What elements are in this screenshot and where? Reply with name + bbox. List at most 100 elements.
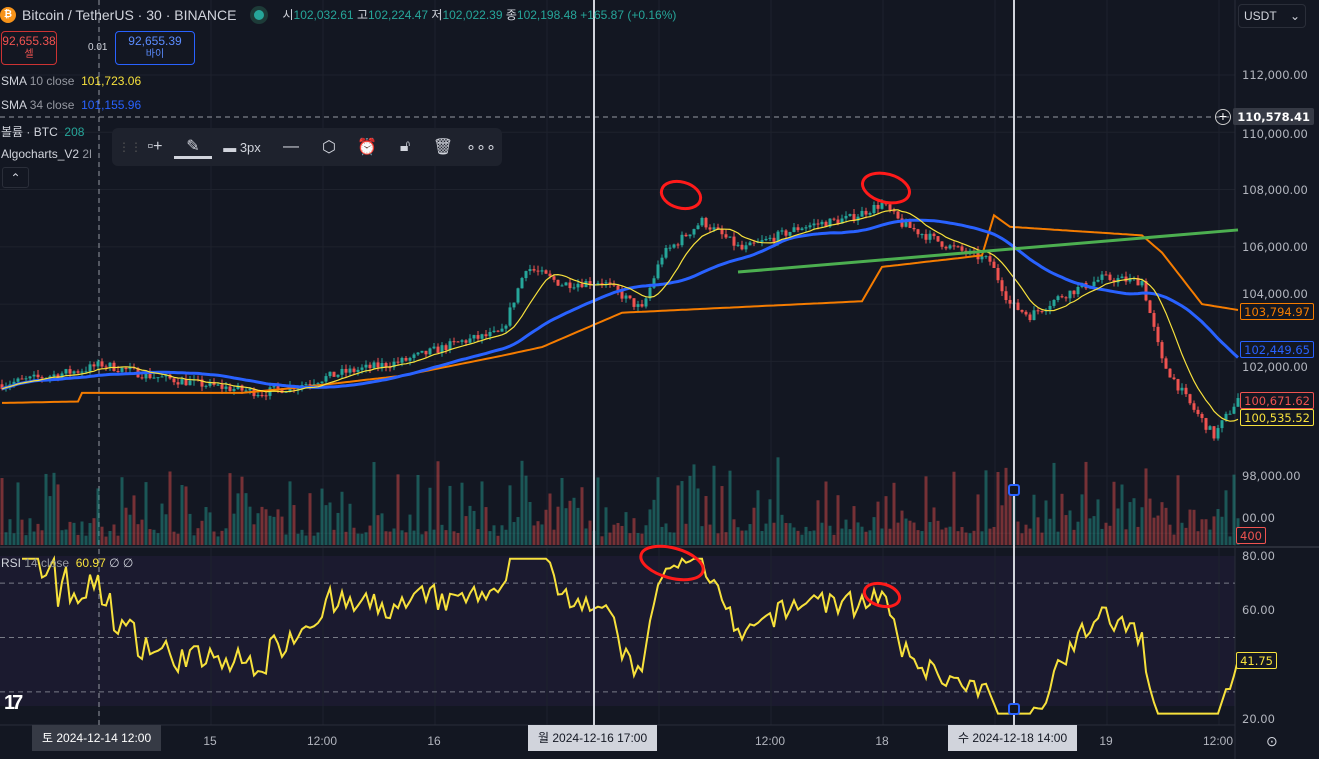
volume-bar (852, 506, 856, 545)
visibility-icons[interactable]: ∅ ∅ (109, 556, 134, 570)
bitcoin-logo-icon: ₿ (0, 6, 16, 23)
rsi-tick: 80.00 (1242, 549, 1275, 563)
candle-body (244, 390, 248, 392)
volume-bar (1016, 521, 1020, 545)
candle-body (140, 377, 144, 379)
candle-body (952, 245, 956, 247)
candle-body (352, 368, 356, 372)
volume-bar (716, 533, 720, 545)
volume-bar (468, 505, 472, 545)
collapse-legend-button[interactable]: ⌃ (2, 167, 29, 188)
candle-body (404, 357, 408, 361)
drag-handle-icon[interactable]: ⋮⋮ (118, 140, 142, 154)
line-width-button[interactable]: ▬ 3px (223, 139, 261, 155)
candle-body (236, 385, 240, 389)
candle-body (116, 370, 120, 372)
candle-body (380, 363, 384, 368)
sell-button[interactable]: 92,655.38 셀 (1, 31, 57, 65)
alert-icon[interactable]: ⏰ (357, 139, 377, 156)
more-icon[interactable]: ∘∘∘ (465, 139, 497, 156)
candle-body (640, 304, 644, 307)
currency-value: USDT (1244, 9, 1277, 23)
volume-bar (200, 520, 204, 545)
candle-body (496, 330, 500, 332)
legend-sma34[interactable]: SMA 34 close 101,155.96 (1, 98, 141, 112)
candle-body (948, 245, 952, 249)
add-plus-icon[interactable]: + (1215, 109, 1231, 125)
symbol-title[interactable]: Bitcoin / TetherUS · 30 · BINANCE (22, 6, 237, 23)
pencil-icon[interactable]: ✎ (174, 136, 212, 159)
candle-body (560, 285, 564, 287)
legend-algocharts[interactable]: Algocharts_V2 2l (1, 147, 92, 161)
candle-body (928, 233, 932, 240)
currency-select[interactable]: USDT ⌄ (1238, 4, 1306, 28)
candle-body (556, 279, 560, 286)
volume-bar (940, 529, 944, 545)
legend-volume[interactable]: 볼륨 · BTC 208 (1, 123, 84, 140)
candle-body (868, 213, 872, 215)
volume-bar (1028, 528, 1032, 545)
candle-body (692, 229, 696, 235)
volume-bar (724, 532, 728, 545)
settings-hexagon-icon[interactable]: ⬡ (322, 139, 336, 156)
volume-bar (40, 530, 44, 545)
volume-bar (1184, 527, 1188, 545)
price-tick: 104,000.00 (1242, 287, 1308, 301)
volume-bar (364, 532, 368, 545)
candle-body (616, 285, 620, 291)
candle-body (760, 240, 764, 242)
sma34-line (1, 218, 1240, 391)
volume-bar (140, 519, 144, 545)
volume-bar (780, 514, 784, 545)
candle-body (820, 221, 824, 225)
candle-body (1064, 297, 1068, 299)
candle-body (312, 384, 316, 386)
unlock-icon[interactable]: 🔓︎ (399, 138, 411, 155)
legend-rsi[interactable]: RSI 14 close 60.97 ∅ ∅ (1, 556, 133, 570)
volume-bar (764, 523, 768, 545)
volume-bar (1160, 502, 1164, 545)
time-tick: 19 (1099, 734, 1113, 748)
volume-bar (572, 497, 576, 545)
candle-body (216, 384, 220, 386)
candle-body (84, 371, 88, 373)
legend-params: 14 close (24, 556, 70, 570)
candle-body (128, 367, 132, 370)
candle-body (1228, 413, 1232, 415)
legend-sma10[interactable]: SMA 10 close 101,723.06 (1, 74, 141, 88)
candle-body (428, 348, 432, 355)
candle-body (224, 386, 228, 389)
trash-icon[interactable]: 🗑︎ (432, 139, 454, 156)
volume-bar (408, 514, 412, 545)
volume-bar (72, 522, 76, 545)
candle-body (156, 377, 160, 379)
volume-bar (744, 530, 748, 545)
volume-bar (320, 488, 324, 545)
settings-eye-icon[interactable]: ⊙ (1266, 733, 1278, 749)
volume-bar (800, 534, 804, 545)
volume-bar (1192, 509, 1196, 545)
line-style-icon[interactable]: — (283, 138, 299, 155)
volume-bar (1100, 528, 1104, 545)
add-template-icon[interactable]: ▫+ (147, 138, 163, 155)
candle-body (16, 378, 20, 382)
volume-bar (524, 475, 528, 545)
volume-bar (44, 473, 48, 545)
volume-bar (988, 528, 992, 545)
candle-body (120, 367, 124, 372)
candle-body (1072, 290, 1076, 295)
buy-button[interactable]: 92,655.39 바이 (115, 31, 195, 65)
candle-body (492, 330, 496, 332)
candle-body (480, 334, 484, 339)
sma34-price-label: 102,449.65 (1240, 341, 1314, 358)
candle-body (1176, 379, 1180, 391)
volume-bar (824, 481, 828, 545)
candle-body (164, 374, 168, 377)
volume-bar (952, 471, 956, 545)
candle-body (472, 335, 476, 339)
candle-body (664, 247, 668, 258)
volume-bar (704, 496, 708, 545)
candle-body (864, 210, 868, 215)
price-tick: 112,000.00 (1242, 68, 1308, 82)
